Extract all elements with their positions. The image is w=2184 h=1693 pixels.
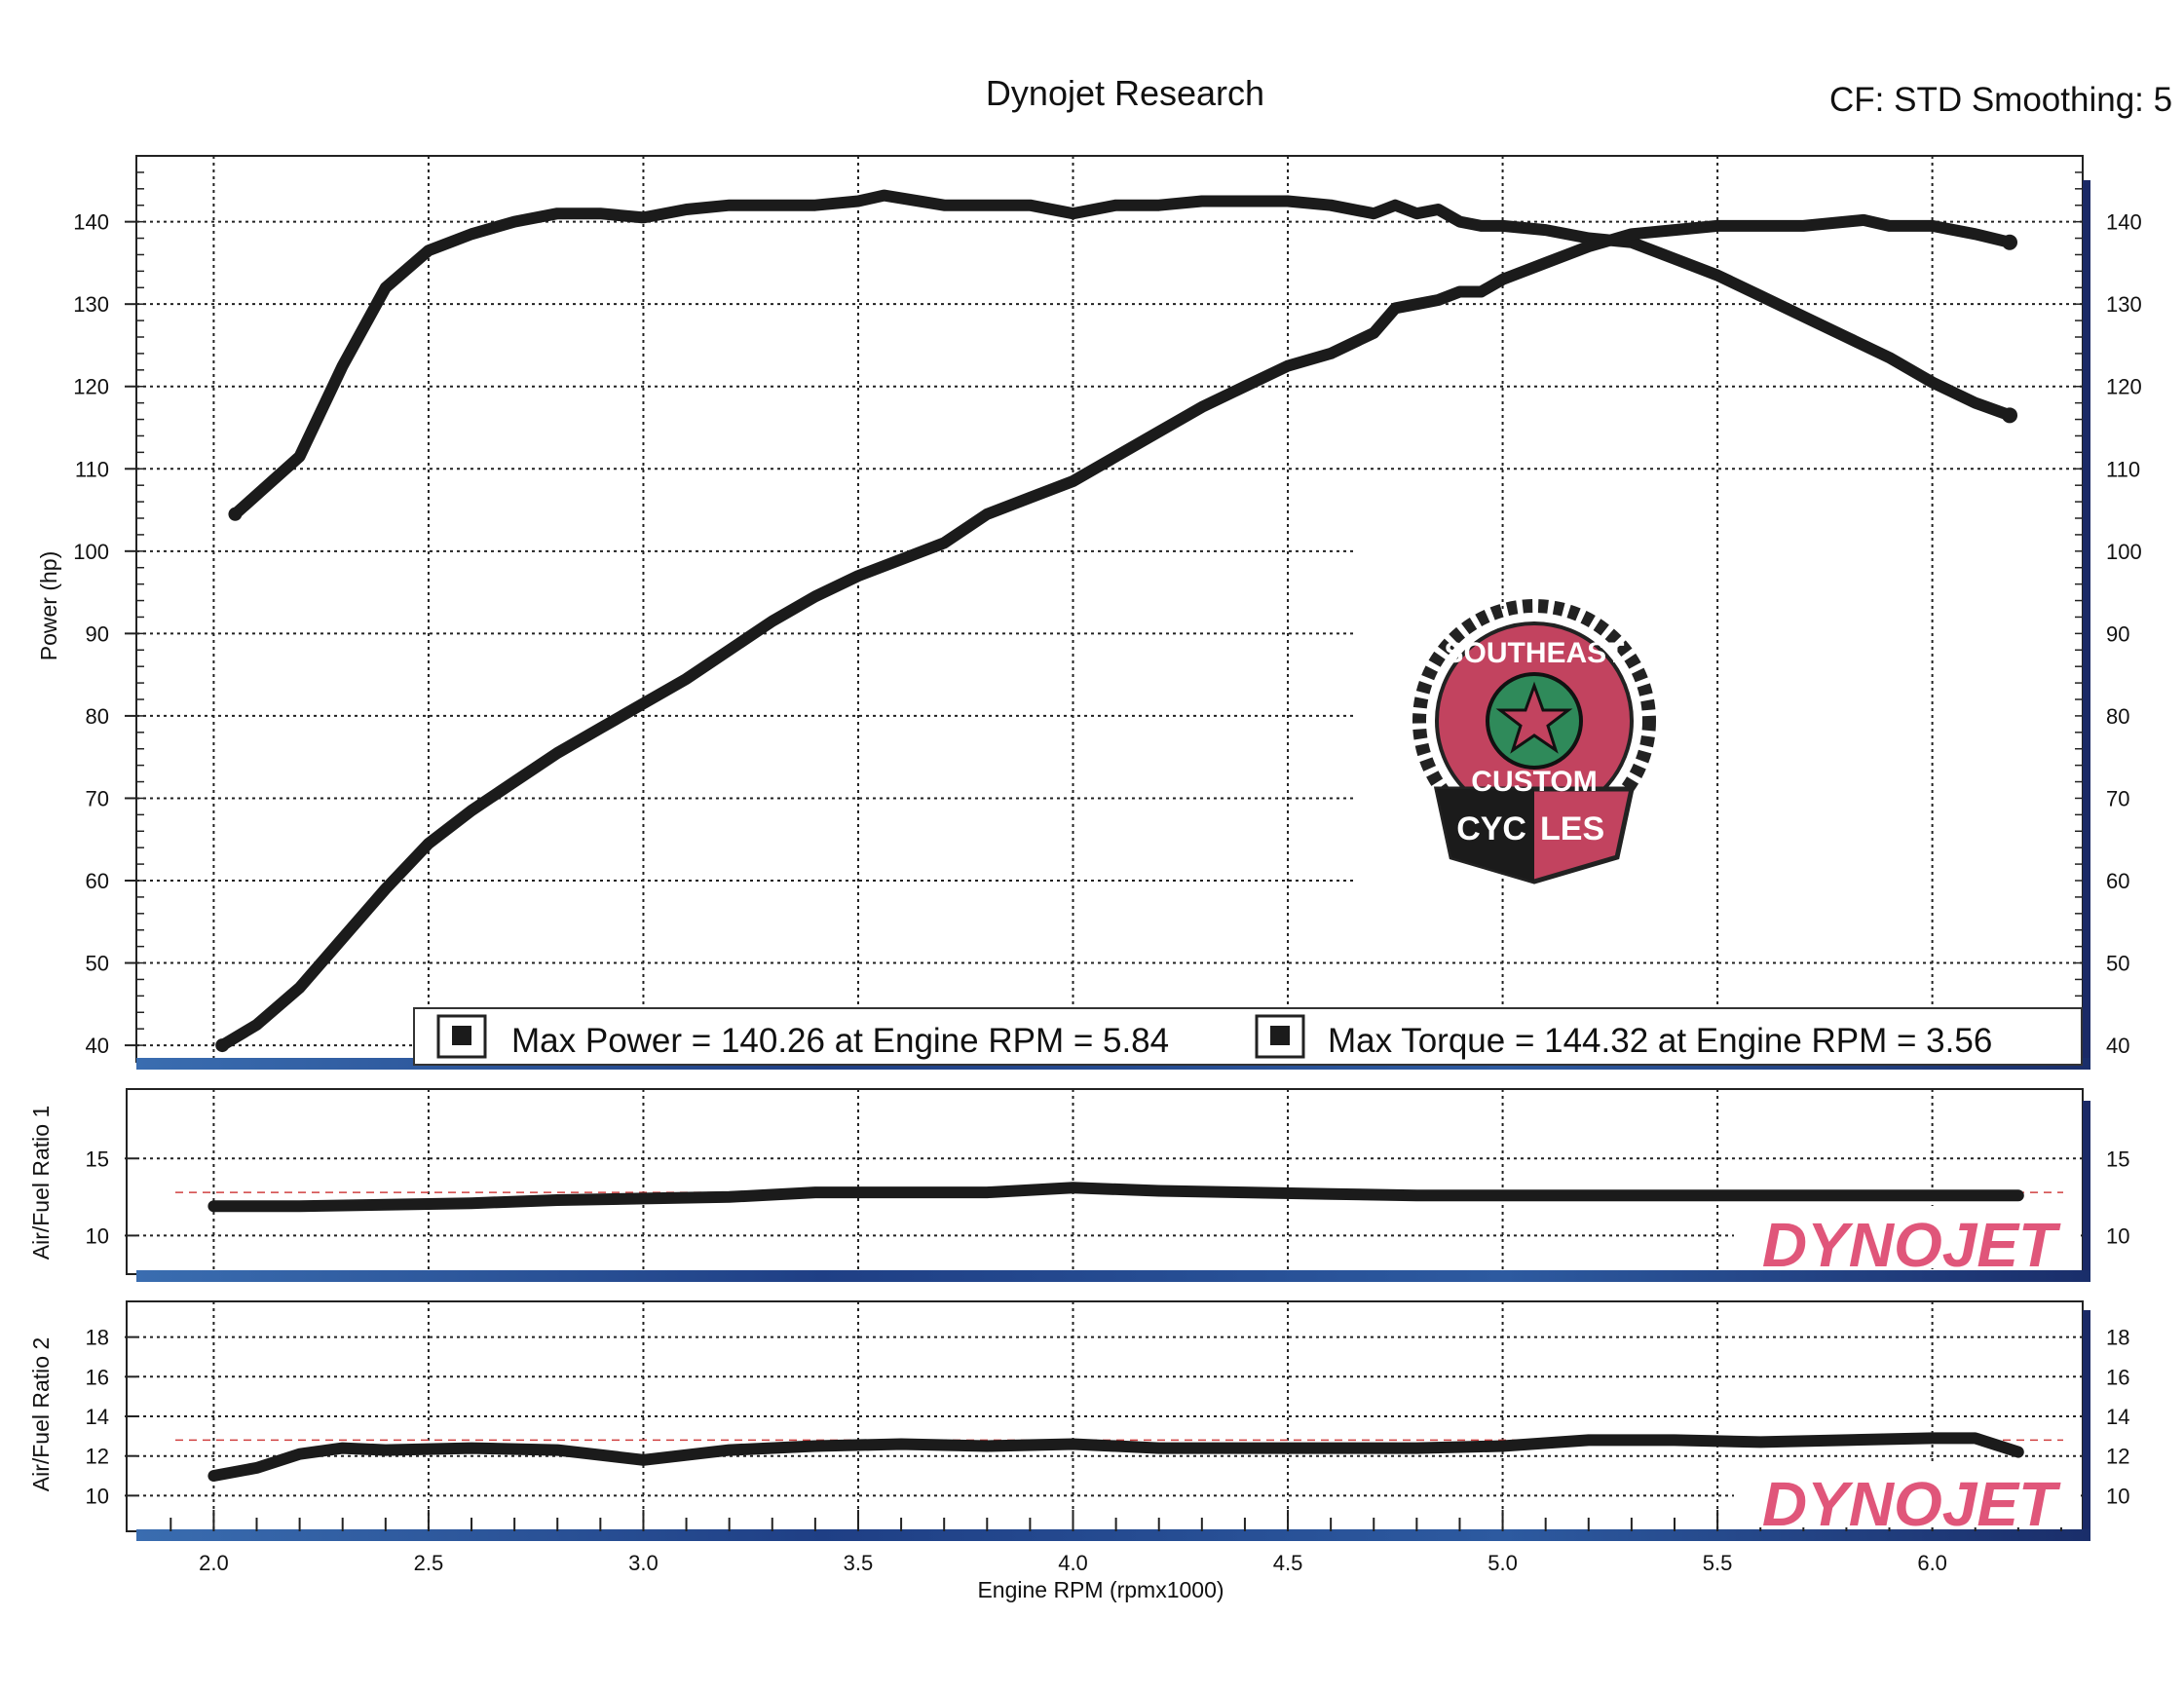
y-tick-label-right: 50	[2106, 952, 2129, 976]
legend: Max Power = 140.26 at Engine RPM = 5.84 …	[413, 1007, 2083, 1066]
y-tick-label-right: 140	[2106, 210, 2142, 235]
logo-middle-text: CUSTOM	[1471, 766, 1597, 798]
legend-power-text: Max Power = 140.26 at Engine RPM = 5.84	[511, 1022, 1169, 1060]
afr2-curve	[207, 1432, 2024, 1482]
y-tick-label-right: 70	[2106, 786, 2129, 810]
curve-start-marker	[228, 507, 243, 521]
x-tick-label: 2.5	[414, 1551, 444, 1575]
y-tick-label-right: 18	[2106, 1326, 2129, 1350]
x-axis-title: Engine RPM (rpmx1000)	[977, 1577, 1224, 1602]
y-tick-label-right: 60	[2106, 869, 2129, 893]
y-tick-label-left: 60	[86, 869, 109, 893]
logo-bottom-right-text: LES	[1540, 810, 1604, 847]
power-grid	[125, 156, 2083, 1062]
y-axis-title-afr2: Air/Fuel Ratio 2	[28, 1337, 54, 1492]
curve-end-marker	[2002, 234, 2018, 250]
curves	[207, 189, 2024, 1482]
afr1-curve	[207, 1182, 2024, 1213]
afr1-y-tick-labels: 10 10 15 15	[86, 1147, 2130, 1248]
afr2-grid	[125, 1301, 2083, 1531]
y-tick-label-right: 10	[2106, 1484, 2129, 1508]
y-tick-label-right: 12	[2106, 1445, 2129, 1469]
curve-start-marker	[215, 1038, 230, 1053]
y-tick-label-left: 90	[86, 621, 109, 646]
y-axis-title-power: Power (hp)	[36, 551, 61, 660]
y-tick-label-right: 130	[2106, 292, 2142, 317]
power-panel	[125, 155, 2090, 1070]
legend-torque-swatch	[1270, 1026, 1290, 1045]
chart-title: Dynojet Research	[986, 73, 1264, 113]
x-tick-label: 4.0	[1058, 1551, 1088, 1575]
legend-torque-text: Max Torque = 144.32 at Engine RPM = 3.56	[1328, 1022, 1992, 1060]
y-tick-label-left: 16	[86, 1365, 109, 1389]
power-y-tick-labels: 40 40 50 50 60 60 70 70 80 80 90 90 100 100 110 110 120 1…	[73, 210, 2141, 1058]
logo-bottom-left-text: CYC	[1456, 810, 1526, 847]
y-tick-label-right: 40	[2106, 1034, 2129, 1058]
curve-end-marker	[2002, 407, 2018, 424]
watermark-text-afr2: DYNOJET	[1762, 1469, 2061, 1539]
y-tick-label-left: 12	[86, 1445, 109, 1469]
x-tick-label: 3.5	[844, 1551, 874, 1575]
afr1-bottom-strip	[136, 1270, 2090, 1282]
y-tick-label-right: 16	[2106, 1365, 2129, 1389]
x-tick-label: 5.0	[1487, 1551, 1518, 1575]
x-tick-label: 5.5	[1703, 1551, 1733, 1575]
y-tick-label-left: 80	[86, 704, 109, 729]
afr2-panel	[125, 1300, 2090, 1541]
x-tick-label: 2.0	[199, 1551, 229, 1575]
y-tick-label-left: 140	[73, 210, 109, 235]
y-tick-label-left: 110	[75, 457, 109, 481]
watermark-text-afr1: DYNOJET	[1762, 1210, 2061, 1280]
y-tick-label-right: 110	[2106, 457, 2140, 481]
y-tick-label-left: 10	[86, 1223, 109, 1248]
y-tick-label-left: 40	[86, 1034, 109, 1058]
y-tick-label-left: 15	[86, 1147, 109, 1171]
x-tick-label: 6.0	[1917, 1551, 1947, 1575]
y-tick-label-right: 14	[2106, 1405, 2129, 1429]
y-tick-label-left: 100	[73, 540, 109, 564]
y-tick-label-left: 50	[86, 952, 109, 976]
y-tick-label-right: 90	[2106, 621, 2129, 646]
legend-box	[413, 1007, 2083, 1066]
dynojet-watermark-afr1: DYNOJET	[1734, 1206, 2081, 1280]
x-tick-label: 3.0	[628, 1551, 659, 1575]
afr2-y-tick-labels: 10 10 12 12 14 14 16 16 18 18	[86, 1326, 2130, 1509]
y-tick-label-right: 80	[2106, 704, 2129, 729]
y-tick-label-right: 120	[2106, 375, 2142, 399]
dynojet-watermark-afr2: DYNOJET	[1734, 1465, 2081, 1539]
y-tick-label-right: 100	[2106, 540, 2142, 564]
afr2-bottom-strip	[136, 1529, 2090, 1541]
afr2-right-axis-bar	[2083, 1310, 2090, 1531]
power-right-axis-bar	[2083, 180, 2090, 1062]
afr1-right-axis-bar	[2083, 1101, 2090, 1274]
y-tick-label-left: 130	[73, 292, 109, 317]
y-tick-label-right: 10	[2106, 1223, 2129, 1248]
power-curve	[216, 213, 2015, 1052]
logo-top-text: SOUTHEAST	[1444, 637, 1624, 669]
y-tick-label-left: 70	[86, 786, 109, 810]
y-tick-label-left: 14	[86, 1405, 109, 1429]
x-tick-labels: 2.0 2.5 3.0 3.5 4.0 4.5 5.0 5.5 6.0	[199, 1551, 1947, 1575]
torque-curve	[229, 189, 2015, 520]
y-tick-label-left: 18	[86, 1326, 109, 1350]
x-tick-label: 4.5	[1273, 1551, 1303, 1575]
southeast-custom-cycles-logo: SOUTHEAST CUSTOM CYC LES	[1412, 599, 1656, 884]
y-tick-label-left: 10	[86, 1484, 109, 1508]
settings-readout: CF: STD Smoothing: 5	[1829, 81, 2172, 119]
y-tick-label-right: 15	[2106, 1147, 2129, 1171]
y-tick-label-left: 120	[73, 375, 109, 399]
legend-power-swatch	[452, 1026, 471, 1045]
y-axis-title-afr1: Air/Fuel Ratio 1	[28, 1106, 54, 1260]
